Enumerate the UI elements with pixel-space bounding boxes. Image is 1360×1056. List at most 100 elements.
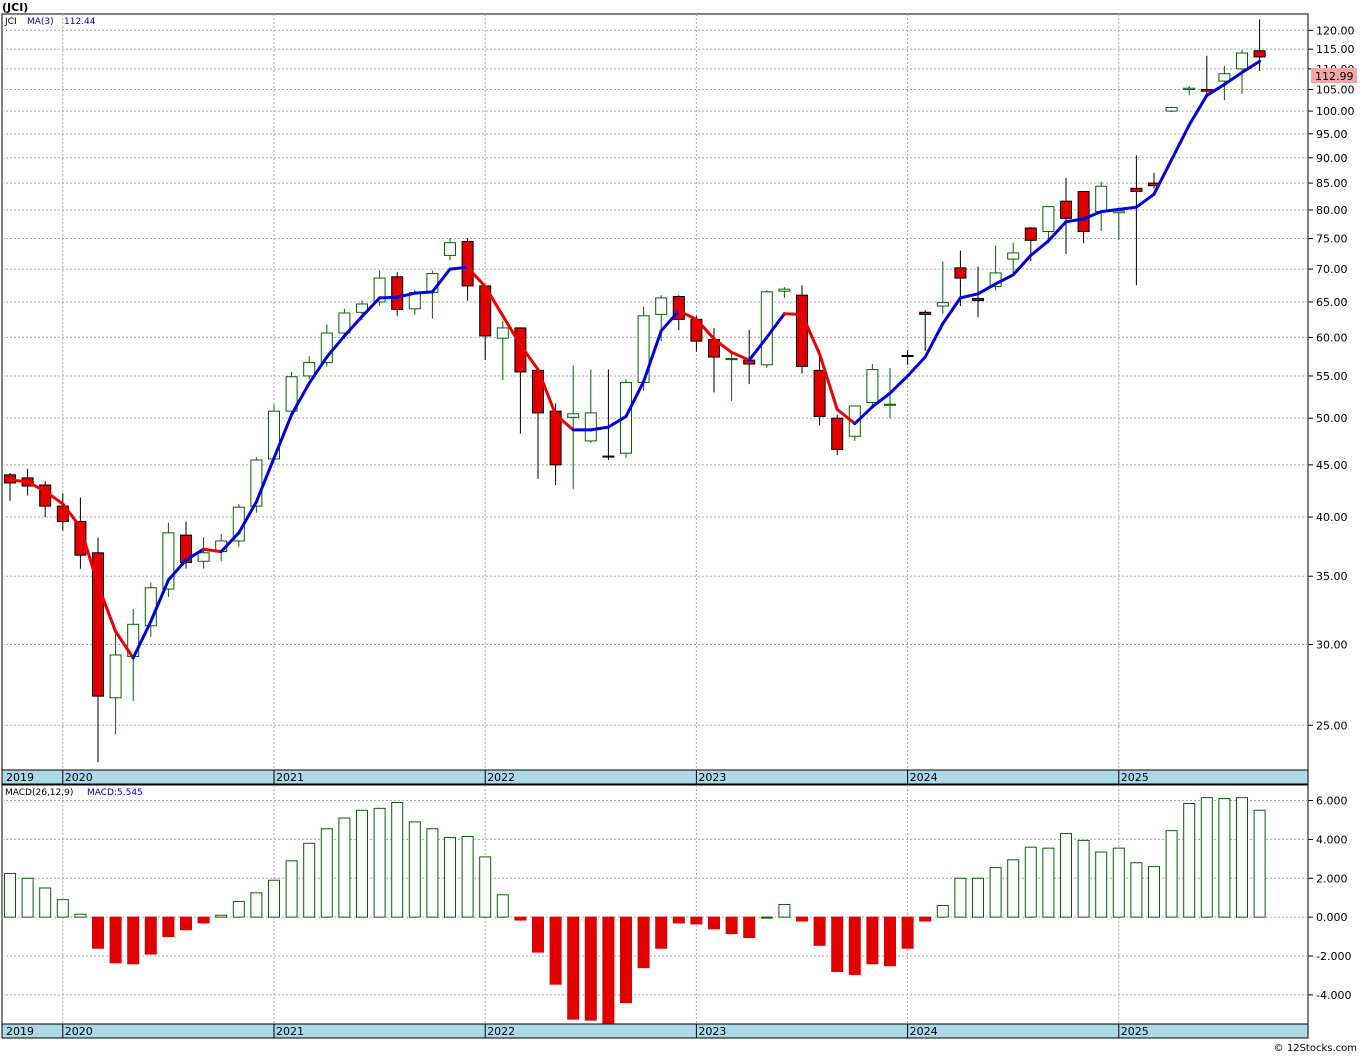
macd-bar: [92, 916, 104, 949]
ma3-segment: [448, 265, 470, 271]
macd-bar: [268, 879, 280, 918]
ma3-segment: [994, 273, 1015, 286]
macd-bar: [180, 916, 192, 931]
candle: [391, 272, 404, 316]
macd-histogram: [4, 797, 1266, 1024]
macd-bar: [144, 916, 157, 955]
ma3-segment: [96, 583, 118, 633]
ma3-segment: [78, 525, 100, 587]
date-label-2020: 2020: [65, 771, 93, 784]
price-tick-label: 45.00: [1316, 459, 1348, 472]
macd-bar: [708, 916, 720, 930]
date-label-2024: 2024: [910, 771, 938, 784]
ma3-segment: [1205, 82, 1226, 97]
legend-ma-value: 112.44: [64, 17, 96, 27]
ma3-segment: [782, 312, 804, 316]
candle: [303, 356, 316, 380]
ma3-segment: [430, 267, 452, 294]
macd-bar: [778, 904, 791, 918]
ma3-segment: [730, 350, 751, 362]
macd-bar: [602, 916, 615, 1024]
macd-legend-value: MACD:5.545: [87, 788, 143, 798]
date-label-2022: 2022: [487, 771, 515, 784]
price-tick-label: 35.00: [1316, 570, 1348, 583]
candle: [919, 310, 932, 351]
ma3-segment: [642, 329, 663, 384]
macd-bar: [637, 916, 650, 969]
ma3-segment: [219, 531, 241, 554]
macd-panel-frame: [1, 784, 1309, 1025]
candle: [1183, 86, 1196, 96]
macd-bar: [1218, 798, 1231, 918]
macd-bar: [954, 877, 967, 918]
ma3-segment: [747, 335, 769, 362]
ma3-segment: [342, 314, 364, 338]
macd-bar: [848, 916, 861, 975]
macd-date-labels: 2019 2020 2021 2022 2023 2024 2025: [6, 1024, 1149, 1038]
ma3-segment: [184, 547, 206, 562]
date-label-2025: 2025: [1121, 1025, 1149, 1038]
macd-bar: [426, 828, 439, 918]
price-tick-label: 80.00: [1316, 204, 1348, 217]
macd-bar: [690, 916, 703, 925]
macd-bar: [796, 916, 808, 922]
price-tick-label: 40.00: [1316, 511, 1348, 524]
macd-bar: [1112, 847, 1125, 918]
price-tick-label: 75.00: [1316, 233, 1348, 246]
ma3-segment: [1170, 123, 1191, 162]
ma3-segment: [43, 489, 65, 506]
price-tick-label: 90.00: [1316, 152, 1348, 165]
macd-bar: [901, 916, 914, 949]
ma3-segment: [483, 285, 505, 318]
macd-y-axis: 6.000 4.000 2.000 0.000 -2.000 -4.000: [1308, 795, 1351, 1002]
macd-bar: [1007, 859, 1020, 918]
ma3-segment: [26, 480, 47, 493]
candle: [373, 270, 386, 307]
ma3-segment: [1222, 71, 1244, 86]
ma3-segment: [606, 414, 628, 429]
macd-bar: [831, 916, 844, 973]
macd-bar: [479, 856, 492, 918]
ma3-segment: [941, 296, 962, 326]
ma3-segment: [518, 343, 540, 372]
candle: [901, 350, 914, 365]
ma3-segment: [976, 282, 998, 296]
candle: [778, 287, 791, 298]
ma3-segment: [1187, 93, 1209, 127]
candle: [268, 404, 280, 462]
ma3-segment: [290, 381, 311, 417]
ma3-segment: [1099, 207, 1121, 214]
ma3-segment: [1152, 158, 1174, 196]
macd-bar: [1183, 802, 1196, 918]
ma3-segment: [272, 413, 294, 460]
price-tick-label: 25.00: [1316, 719, 1348, 732]
date-label-2024: 2024: [910, 1025, 938, 1038]
macd-bar: [197, 916, 210, 924]
ma3-segment: [923, 322, 945, 359]
ma3-segment: [360, 296, 382, 318]
macd-bar: [1130, 862, 1143, 918]
macd-tick-label: -2.000: [1316, 950, 1351, 963]
ma3-segment: [818, 352, 839, 411]
macd-tick-label: -4.000: [1316, 989, 1351, 1002]
macd-bar: [232, 901, 245, 918]
macd-bar: [338, 817, 351, 918]
macd-bar: [567, 916, 580, 1020]
candle: [109, 632, 122, 735]
candle: [972, 266, 984, 318]
macd-bar: [866, 916, 879, 965]
date-label-2021: 2021: [276, 1025, 304, 1038]
price-tick-label: 100.00: [1316, 105, 1355, 118]
ma3-segment: [1117, 205, 1138, 211]
macd-bar: [1077, 839, 1090, 918]
macd-bar: [919, 916, 932, 922]
macd-bar: [760, 916, 773, 919]
candle: [725, 353, 738, 401]
candle: [1112, 209, 1125, 240]
macd-bar: [1200, 797, 1213, 918]
ma3-segment: [237, 500, 258, 535]
date-label-2021: 2021: [276, 771, 304, 784]
ma3-segment: [589, 425, 610, 432]
price-tick-label: 105.00: [1316, 83, 1355, 96]
